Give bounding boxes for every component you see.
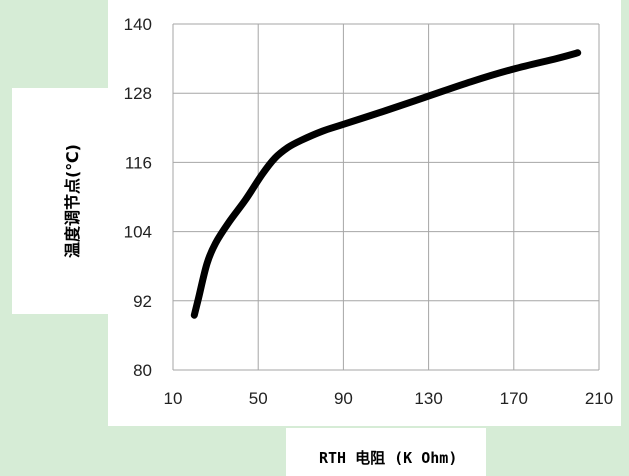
x-axis-label-panel — [286, 428, 486, 476]
y-tick-label: 116 — [125, 153, 152, 172]
plot-panel — [108, 0, 621, 426]
series-lines — [190, 49, 582, 319]
y-tick-label: 128 — [124, 84, 152, 103]
y-tick-label: 140 — [124, 15, 152, 34]
y-axis-label-panel — [12, 88, 130, 314]
y-tick-label: 104 — [124, 223, 152, 242]
series-line — [190, 49, 582, 319]
x-tick-label: 170 — [500, 389, 528, 408]
x-tick-labels: 10 50 90 130 170 210 — [164, 389, 614, 408]
x-tick-label: 10 — [164, 389, 183, 408]
x-tick-label: 50 — [249, 389, 268, 408]
x-axis-label: RTH 电阻 (K Ohm) — [319, 449, 458, 467]
x-tick-label: 90 — [334, 389, 353, 408]
y-tick-labels: 80 92 104 116 128 140 — [124, 15, 152, 380]
y-axis-label: 温度调节点(℃) — [63, 143, 82, 259]
x-tick-label: 130 — [414, 389, 442, 408]
x-tick-label: 210 — [585, 389, 613, 408]
y-tick-label: 80 — [133, 361, 152, 380]
grid — [172, 23, 600, 371]
y-tick-label: 92 — [133, 292, 152, 311]
